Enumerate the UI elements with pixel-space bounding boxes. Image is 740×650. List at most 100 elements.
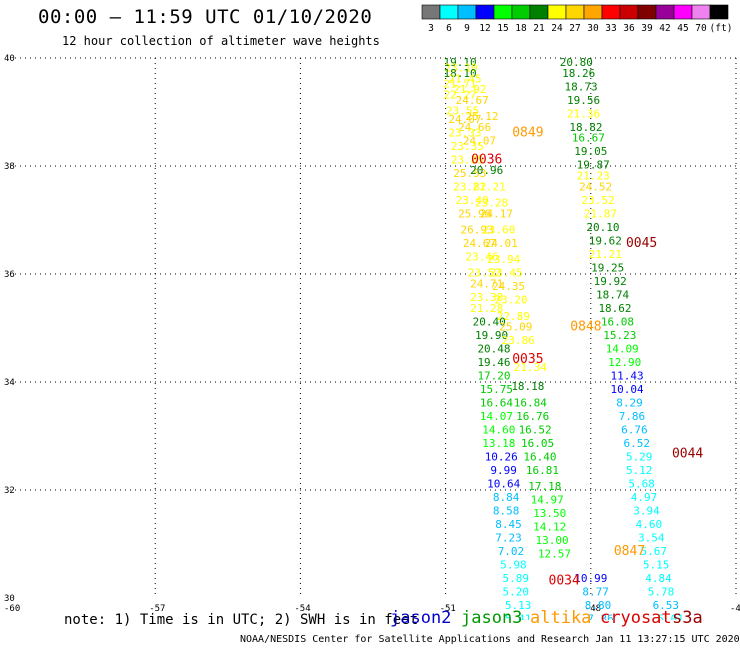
colorbar-label: 12 xyxy=(479,23,490,34)
pass-time-label: 0034 xyxy=(549,574,580,589)
wave-height-value: 14.60 xyxy=(482,423,515,436)
x-tick-label: -54 xyxy=(294,604,310,614)
wave-height-value: 17.20 xyxy=(477,369,510,382)
pass-time-label: 0036 xyxy=(471,152,502,167)
wave-height-value: 7.86 xyxy=(619,410,646,423)
wave-height-value: 24.52 xyxy=(579,180,612,193)
pass-time-label: 0849 xyxy=(512,125,543,140)
wave-height-value: 23.52 xyxy=(581,194,614,207)
footer-credit: NOAA/NESDIS Center for Satellite Applica… xyxy=(240,634,740,645)
wave-height-value: 25.09 xyxy=(499,321,532,334)
wave-height-value: 5.67 xyxy=(640,545,667,558)
wave-height-value: 6.76 xyxy=(621,423,648,436)
wave-height-value: 16.64 xyxy=(480,396,513,409)
wave-height-value: 24.71 xyxy=(470,278,503,291)
wave-height-value: 18.10 xyxy=(444,67,477,80)
y-tick-label: 36 xyxy=(4,270,15,280)
wave-height-value: 23.28 xyxy=(475,197,508,210)
wave-height-value: 18.82 xyxy=(569,121,602,134)
legend-altika: altika xyxy=(530,608,592,628)
wave-height-value: 20.10 xyxy=(586,221,619,234)
wave-height-value: 14.09 xyxy=(606,342,639,355)
wave-height-value: 5.68 xyxy=(628,477,655,490)
y-tick-label: 34 xyxy=(4,378,15,388)
wave-height-value: 22.89 xyxy=(497,310,530,323)
wave-height-value: 24.67 xyxy=(463,237,496,250)
wave-height-value: 19.05 xyxy=(574,145,607,158)
wave-height-value: 19.25 xyxy=(591,261,624,274)
wave-height-value: 11.43 xyxy=(611,369,644,382)
wave-height-value: 23.20 xyxy=(494,294,527,307)
wave-height-value: 23.40 xyxy=(456,194,489,207)
wave-height-value: 8.45 xyxy=(495,518,522,531)
wave-height-value: 10.99 xyxy=(574,572,607,585)
wave-height-value: 3.94 xyxy=(633,504,660,517)
wave-height-value: 8.80 xyxy=(585,599,612,612)
wave-height-value: 5.15 xyxy=(643,558,670,571)
colorbar-label: 42 xyxy=(659,23,670,34)
wave-height-value: 19.90 xyxy=(475,329,508,342)
colorbar-label: 15 xyxy=(497,23,508,34)
colorbar-label: 27 xyxy=(569,23,580,34)
wave-height-value: 25.53 xyxy=(453,167,486,180)
wave-height-value: 22.27 xyxy=(444,89,477,102)
wave-height-value: 13.50 xyxy=(533,507,566,520)
wave-height-value: 12.57 xyxy=(538,548,571,561)
colorbar-label: 18 xyxy=(515,23,527,34)
wave-height-value: 23.60 xyxy=(482,224,515,237)
colorbar-label: 30 xyxy=(587,23,599,34)
pass-time-label: 0044 xyxy=(672,447,703,462)
wave-height-value: 5.13 xyxy=(505,599,532,612)
colorbar: 3 6 9 12 15 18 21 24 27 30 33 36 39 42 45 70 (ft) xyxy=(421,4,732,34)
wave-height-value: 6.52 xyxy=(624,437,651,450)
wave-height-value: 21.45 xyxy=(448,72,481,85)
wave-height-value: 25.12 xyxy=(465,110,498,123)
legend-jason2: jason2 xyxy=(390,608,452,628)
pass-time-label: 0045 xyxy=(626,236,657,251)
wave-height-value: 15.23 xyxy=(603,329,636,342)
wave-height-value: 8.29 xyxy=(616,396,643,409)
wave-height-value: 10.26 xyxy=(485,450,518,463)
wave-height-value: 20.80 xyxy=(560,56,593,69)
wave-height-plot: 30 32 34 36 38 40 -60 -57 -54 -51 -48 -45 19.1023.10… xyxy=(4,54,740,620)
wave-height-value: 14.97 xyxy=(531,494,564,507)
wave-height-value: 21.28 xyxy=(470,302,503,315)
wave-height-value: 21.92 xyxy=(453,83,486,96)
y-tick-label: 32 xyxy=(4,486,15,496)
wave-height-value: 21.21 xyxy=(589,248,622,261)
wave-height-value: 4.60 xyxy=(636,518,663,531)
legend-cryosat: cryosat xyxy=(600,608,672,628)
wave-height-value: 23.94 xyxy=(487,253,520,266)
wave-height-value: 18.62 xyxy=(598,302,631,315)
y-tick-label: 30 xyxy=(4,594,15,604)
wave-height-value: 19.62 xyxy=(589,234,622,247)
page-title: 00:00 – 11:59 UTC 01/10/2020 xyxy=(38,6,373,28)
colorbar-label: 70 xyxy=(695,23,707,34)
wave-height-value: 23.10 xyxy=(445,62,478,75)
y-tick-label: 40 xyxy=(4,54,15,64)
wave-height-value: 4.97 xyxy=(631,491,658,504)
colorbar-label: 9 xyxy=(464,23,470,34)
wave-height-value: 13.18 xyxy=(482,437,515,450)
wave-height-value: 9.99 xyxy=(490,464,517,477)
wave-height-value: 16.52 xyxy=(519,423,552,436)
wave-height-value: 16.76 xyxy=(516,410,549,423)
wave-height-value: 23.35 xyxy=(451,140,484,153)
y-tick-label: 38 xyxy=(4,162,15,172)
colorbar-label: 45 xyxy=(677,23,688,34)
wave-height-value: 24.17 xyxy=(480,207,513,220)
wave-height-value: 16.08 xyxy=(601,315,634,328)
wave-height-value: 21.87 xyxy=(584,207,617,220)
wave-height-value: 17.18 xyxy=(528,480,561,493)
wave-height-value: 21.21 xyxy=(473,180,506,193)
wave-height-value: 19.10 xyxy=(444,56,477,69)
colorbar-swatch xyxy=(709,4,729,20)
footer-note: note: 1) Time is in UTC; 2) SWH is in fe… xyxy=(64,612,419,628)
wave-height-value: 5.98 xyxy=(500,558,527,571)
pass-time-label: 0847 xyxy=(614,544,645,559)
wave-height-value: 5.20 xyxy=(503,585,530,598)
wave-height-value: 24.35 xyxy=(492,280,525,293)
colorbar-label: 21 xyxy=(533,23,545,34)
wave-height-value: 21.71 xyxy=(444,78,477,91)
